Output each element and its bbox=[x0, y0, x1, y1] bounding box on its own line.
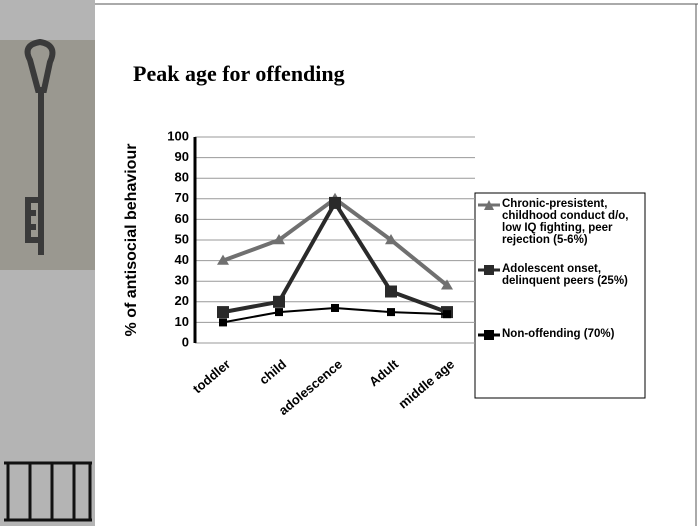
y-axis-label: % of antisocial behaviour bbox=[123, 144, 140, 337]
x-tick-label: middle age bbox=[395, 356, 457, 411]
y-tick-label: 60 bbox=[175, 211, 189, 226]
legend-box bbox=[474, 192, 646, 399]
point bbox=[331, 303, 339, 312]
y-tick-label: 70 bbox=[175, 190, 189, 205]
y-tick-label: 80 bbox=[175, 170, 189, 185]
legend-label: Adolescent onset, delinquent peers (25%) bbox=[502, 263, 628, 287]
point bbox=[275, 308, 283, 317]
y-tick-label: 20 bbox=[175, 293, 189, 308]
fence-icon bbox=[4, 461, 92, 522]
series-line bbox=[222, 196, 449, 287]
point bbox=[273, 234, 285, 245]
y-tick-label: 40 bbox=[175, 252, 189, 267]
point bbox=[443, 310, 451, 319]
point bbox=[329, 196, 341, 209]
point bbox=[385, 285, 397, 298]
legend-swatch bbox=[484, 265, 494, 275]
point bbox=[273, 295, 285, 308]
chart-title: Peak age for offending bbox=[133, 61, 345, 86]
point bbox=[441, 279, 453, 290]
y-tick-label: 10 bbox=[175, 314, 189, 329]
point bbox=[387, 308, 395, 317]
point bbox=[385, 234, 397, 245]
x-tick-label: child bbox=[256, 356, 289, 387]
legend-swatch bbox=[484, 330, 494, 340]
x-tick-label: toddler bbox=[190, 356, 233, 396]
x-tick-label: Adult bbox=[366, 356, 402, 389]
point bbox=[217, 254, 229, 265]
legend-label: Chronic-presistent, childhood conduct d/… bbox=[502, 198, 629, 246]
y-tick-label: 50 bbox=[175, 231, 189, 246]
y-tick-label: 90 bbox=[175, 149, 189, 164]
legend-label: Non-offending (70%) bbox=[502, 328, 615, 340]
legend-swatch bbox=[484, 200, 494, 210]
legend-entry: Adolescent onset, delinquent peers (25%) bbox=[502, 263, 628, 287]
y-tick-label: 0 bbox=[182, 334, 189, 349]
y-tick-label: 30 bbox=[175, 273, 189, 288]
point bbox=[219, 318, 227, 327]
legend-entry: Non-offending (70%) bbox=[502, 328, 615, 340]
point bbox=[217, 306, 229, 319]
legend-entry: Chronic-presistent, childhood conduct d/… bbox=[502, 198, 629, 246]
key-icon bbox=[24, 38, 56, 255]
y-tick-label: 100 bbox=[167, 128, 189, 143]
